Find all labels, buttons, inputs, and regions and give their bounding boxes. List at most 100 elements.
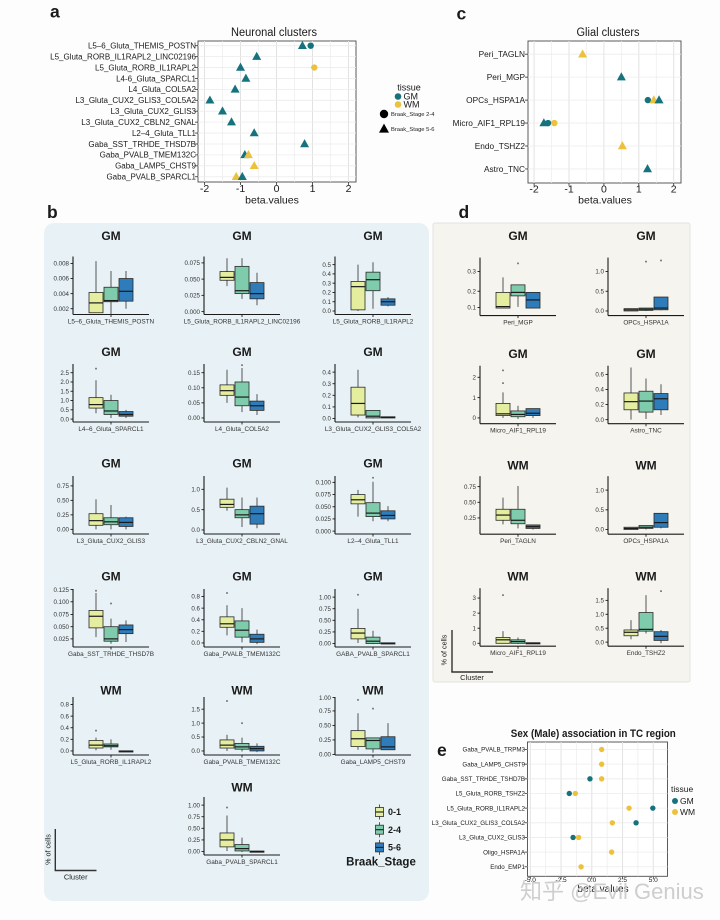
svg-text:0.25: 0.25 bbox=[319, 629, 332, 636]
svg-text:GM: GM bbox=[508, 229, 527, 243]
svg-text:3: 3 bbox=[473, 595, 477, 602]
svg-text:1: 1 bbox=[310, 183, 316, 195]
svg-text:-5.0: -5.0 bbox=[525, 877, 537, 884]
svg-text:0.075: 0.075 bbox=[54, 612, 70, 619]
svg-text:0.4: 0.4 bbox=[60, 725, 69, 732]
svg-text:L3_Gluta_CUX2_GLIS3_COL5A2: L3_Gluta_CUX2_GLIS3_COL5A2 bbox=[75, 96, 196, 105]
svg-text:0.3: 0.3 bbox=[322, 381, 331, 388]
svg-text:0.050: 0.050 bbox=[54, 624, 70, 631]
svg-text:1.0: 1.0 bbox=[191, 487, 200, 494]
svg-text:1.00: 1.00 bbox=[319, 594, 332, 601]
svg-text:0.5: 0.5 bbox=[191, 507, 200, 514]
svg-text:WM: WM bbox=[231, 781, 252, 795]
svg-text:GM: GM bbox=[232, 229, 251, 243]
svg-text:L3_Gluta_CUX2_GLIS3_COL5A2: L3_Gluta_CUX2_GLIS3_COL5A2 bbox=[325, 426, 422, 433]
svg-text:0.025: 0.025 bbox=[185, 293, 201, 300]
svg-text:0.2: 0.2 bbox=[322, 290, 331, 297]
svg-text:0.000: 0.000 bbox=[316, 528, 332, 535]
svg-text:0.0: 0.0 bbox=[60, 416, 69, 423]
svg-text:L5–6_Gluta_THEMIS_POSTN: L5–6_Gluta_THEMIS_POSTN bbox=[88, 42, 196, 51]
svg-text:0.0: 0.0 bbox=[60, 748, 69, 755]
svg-text:5-6: 5-6 bbox=[388, 843, 401, 853]
svg-text:2: 2 bbox=[671, 184, 677, 196]
svg-text:GM: GM bbox=[508, 347, 527, 361]
svg-text:Gaba_PVALB_TRPM3: Gaba_PVALB_TRPM3 bbox=[463, 747, 526, 754]
svg-text:0.75: 0.75 bbox=[57, 483, 70, 490]
svg-text:0.3: 0.3 bbox=[322, 280, 331, 287]
svg-text:L5_Gluta_RORB_IL1RAPL2: L5_Gluta_RORB_IL1RAPL2 bbox=[95, 63, 197, 72]
svg-text:0.00: 0.00 bbox=[188, 415, 201, 422]
svg-text:1: 1 bbox=[636, 184, 642, 196]
svg-text:0-1: 0-1 bbox=[388, 807, 401, 817]
svg-text:0.2: 0.2 bbox=[467, 288, 476, 295]
svg-text:0.5: 0.5 bbox=[60, 407, 69, 414]
svg-text:0.4: 0.4 bbox=[322, 271, 331, 278]
svg-text:-1: -1 bbox=[236, 183, 245, 195]
svg-text:0.000: 0.000 bbox=[185, 309, 201, 316]
svg-text:0.025: 0.025 bbox=[54, 636, 70, 643]
svg-text:2.0: 2.0 bbox=[60, 379, 69, 386]
svg-text:0.10: 0.10 bbox=[188, 385, 201, 392]
svg-text:WM: WM bbox=[362, 684, 383, 698]
svg-text:2: 2 bbox=[346, 183, 352, 195]
svg-text:0.025: 0.025 bbox=[316, 516, 332, 523]
svg-text:2: 2 bbox=[473, 374, 477, 381]
svg-text:Braak_Stage 2-4: Braak_Stage 2-4 bbox=[391, 112, 435, 118]
svg-text:0.002: 0.002 bbox=[54, 306, 70, 313]
svg-text:0.25: 0.25 bbox=[188, 837, 201, 844]
svg-text:GM: GM bbox=[636, 347, 655, 361]
svg-text:0.05: 0.05 bbox=[188, 400, 201, 407]
svg-text:0.125: 0.125 bbox=[54, 587, 70, 594]
svg-text:1.00: 1.00 bbox=[319, 695, 332, 702]
svg-text:0.2: 0.2 bbox=[322, 392, 331, 399]
svg-text:Braak_Stage 5-6: Braak_Stage 5-6 bbox=[391, 127, 435, 133]
svg-text:知乎 @Evil Genius: 知乎 @Evil Genius bbox=[520, 879, 704, 904]
svg-text:% of cells: % of cells bbox=[44, 834, 53, 865]
svg-text:Sex (Male) association in TC r: Sex (Male) association in TC region bbox=[511, 728, 676, 740]
svg-text:0.6: 0.6 bbox=[60, 713, 69, 720]
svg-text:c: c bbox=[457, 4, 467, 24]
svg-text:L4_Gluta_COL5A2: L4_Gluta_COL5A2 bbox=[215, 426, 269, 433]
svg-text:GM: GM bbox=[101, 345, 120, 359]
svg-text:0.100: 0.100 bbox=[54, 599, 70, 606]
svg-text:0.050: 0.050 bbox=[185, 276, 201, 283]
svg-text:Gaba_LAMP5_CHST9: Gaba_LAMP5_CHST9 bbox=[341, 759, 406, 766]
svg-text:tissue: tissue bbox=[397, 83, 421, 93]
svg-text:GM: GM bbox=[101, 570, 120, 584]
svg-text:d: d bbox=[459, 202, 470, 222]
svg-text:0.25: 0.25 bbox=[57, 512, 70, 519]
svg-text:0: 0 bbox=[473, 415, 477, 422]
svg-text:0.25: 0.25 bbox=[319, 737, 332, 744]
svg-text:Endo_EMP1: Endo_EMP1 bbox=[490, 864, 525, 871]
svg-text:GM: GM bbox=[636, 229, 655, 243]
svg-text:0.00: 0.00 bbox=[319, 752, 332, 759]
svg-text:0.75: 0.75 bbox=[319, 708, 332, 715]
svg-text:2.5: 2.5 bbox=[60, 370, 69, 377]
svg-text:Micro_AIF1_RPL19: Micro_AIF1_RPL19 bbox=[490, 428, 546, 435]
svg-text:0.1: 0.1 bbox=[322, 404, 331, 411]
svg-text:Gaba_PVALB_TMEM132C: Gaba_PVALB_TMEM132C bbox=[100, 151, 197, 160]
svg-text:1.00: 1.00 bbox=[188, 802, 201, 809]
svg-text:L5_Gluta_RORB_IL1RAPL2: L5_Gluta_RORB_IL1RAPL2 bbox=[447, 805, 526, 812]
svg-text:Cluster: Cluster bbox=[460, 673, 484, 682]
svg-text:L5_Gluta_RORB_IL1RAPL2: L5_Gluta_RORB_IL1RAPL2 bbox=[333, 319, 414, 326]
svg-text:WM: WM bbox=[507, 459, 528, 473]
svg-text:0.075: 0.075 bbox=[185, 260, 201, 267]
svg-text:1: 1 bbox=[473, 625, 477, 632]
svg-text:0.2: 0.2 bbox=[60, 737, 69, 744]
svg-text:0.8: 0.8 bbox=[191, 594, 200, 601]
svg-text:0.1: 0.1 bbox=[467, 305, 476, 312]
svg-text:L3_Gluta_CUX2_CBLN2_GNAL: L3_Gluta_CUX2_CBLN2_GNAL bbox=[196, 538, 288, 545]
svg-text:GM: GM bbox=[232, 345, 251, 359]
svg-text:WM: WM bbox=[680, 807, 695, 817]
svg-text:0.5: 0.5 bbox=[595, 625, 604, 632]
svg-text:Micro_AIF1_RPL19: Micro_AIF1_RPL19 bbox=[490, 650, 546, 657]
svg-text:GM: GM bbox=[232, 457, 251, 471]
svg-text:0.0: 0.0 bbox=[587, 877, 596, 884]
svg-text:0.75: 0.75 bbox=[464, 484, 477, 491]
svg-text:Endo_TSHZ2: Endo_TSHZ2 bbox=[627, 650, 666, 657]
svg-text:GM: GM bbox=[363, 229, 382, 243]
svg-text:1.5: 1.5 bbox=[60, 388, 69, 395]
svg-text:1: 1 bbox=[473, 395, 477, 402]
svg-text:0.2: 0.2 bbox=[595, 402, 604, 409]
